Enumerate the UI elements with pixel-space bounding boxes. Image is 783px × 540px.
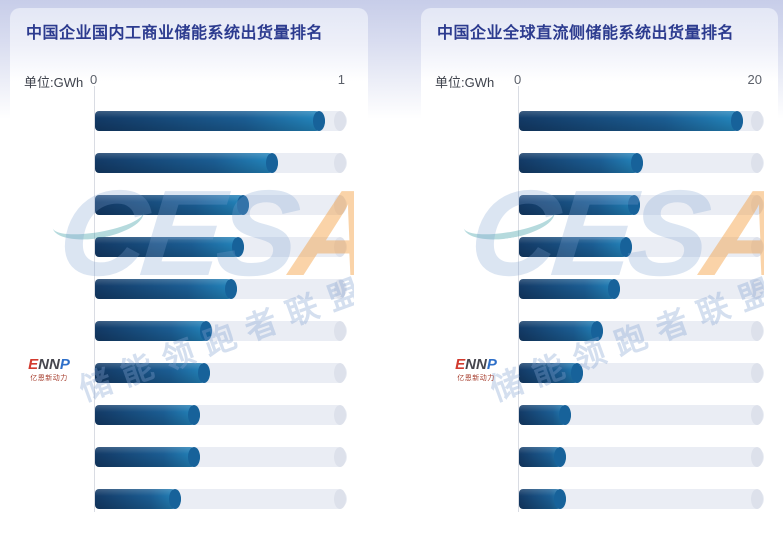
axis-tick-max: 20	[747, 72, 762, 87]
bar-track	[95, 489, 347, 509]
bar-fill	[95, 279, 237, 299]
bar-row	[435, 268, 764, 310]
bar-track	[519, 489, 764, 509]
bar-row	[435, 436, 764, 478]
bar-row	[435, 310, 764, 352]
ennp-logo-subtext: 亿恩新动力	[457, 375, 495, 382]
bar-fill	[95, 237, 245, 257]
bar-track	[519, 321, 764, 341]
bar-row	[24, 436, 354, 478]
bar-track	[519, 195, 764, 215]
bar-track	[95, 111, 347, 131]
bar-row	[435, 184, 764, 226]
ennp-letter-blue: P	[486, 356, 497, 373]
ennp-letter-red: E	[28, 356, 39, 373]
bar-fill	[95, 195, 250, 215]
bar-fill	[95, 363, 210, 383]
axis-tick-min: 0	[90, 72, 98, 87]
bar-fill	[519, 363, 583, 383]
chart-card-global-dc: 中国企业全球直流侧储能系统出货量排名 单位:GWh 0 20 CESA 储能领跑…	[421, 8, 778, 534]
ennp-logo: ENNP 亿恩新动力	[445, 357, 507, 383]
bar-track	[519, 447, 764, 467]
bar-row	[435, 352, 764, 394]
bar-fill	[519, 153, 643, 173]
unit-label: 单位:GWh	[435, 75, 495, 90]
bar-track	[519, 153, 764, 173]
bar-track	[519, 363, 764, 383]
bar-fill	[519, 489, 567, 509]
bar-track	[95, 279, 347, 299]
ennp-logo-text: ENNP	[445, 357, 507, 372]
bar-fill	[519, 195, 641, 215]
bar-plot: CESA 储能领跑者联盟 ENNP 亿恩新动力	[24, 86, 354, 520]
bar-row	[24, 142, 354, 184]
bar-row	[24, 100, 354, 142]
bar-fill	[519, 279, 621, 299]
bar-track	[519, 279, 764, 299]
bar-track	[95, 405, 347, 425]
ennp-letter-blue: P	[59, 356, 70, 373]
bar-row	[435, 478, 764, 520]
ennp-letters-dark: NN	[465, 356, 487, 373]
bar-fill	[95, 489, 181, 509]
bar-row	[24, 226, 354, 268]
bar-fill	[95, 321, 213, 341]
bar-track	[519, 237, 764, 257]
bar-track	[95, 321, 347, 341]
bar-track	[95, 195, 347, 215]
bar-track	[95, 447, 347, 467]
bar-row	[435, 142, 764, 184]
bar-fill	[95, 405, 201, 425]
chart-title: 中国企业全球直流侧储能系统出货量排名	[437, 25, 735, 42]
bar-track	[95, 237, 347, 257]
bar-row	[24, 268, 354, 310]
bar-fill	[519, 447, 567, 467]
bar-row	[24, 352, 354, 394]
bar-fill	[519, 237, 633, 257]
ennp-letter-red: E	[455, 356, 466, 373]
bars-container	[24, 94, 354, 520]
bar-row	[24, 184, 354, 226]
chart-card-domestic-ci: 中国企业国内工商业储能系统出货量排名 单位:GWh 0 1 CESA 储能领跑者…	[10, 8, 368, 534]
bar-row	[24, 394, 354, 436]
bar-row	[24, 310, 354, 352]
bar-track	[95, 153, 347, 173]
ennp-logo-subtext: 亿恩新动力	[30, 375, 68, 382]
ennp-logo-text: ENNP	[18, 357, 80, 372]
bar-row	[435, 100, 764, 142]
unit-label: 单位:GWh	[24, 75, 84, 90]
axis-tick-min: 0	[514, 72, 522, 87]
bar-row	[435, 394, 764, 436]
bars-container	[435, 94, 764, 520]
ennp-logo: ENNP 亿恩新动力	[18, 357, 80, 383]
axis-tick-max: 1	[337, 72, 345, 87]
axis-labels-row: 单位:GWh 0 1	[24, 72, 354, 90]
bar-track	[519, 111, 764, 131]
bar-plot: CESA 储能领跑者联盟 ENNP 亿恩新动力	[435, 86, 764, 520]
chart-title: 中国企业国内工商业储能系统出货量排名	[26, 25, 324, 42]
bar-fill	[95, 447, 201, 467]
bar-track	[95, 363, 347, 383]
bar-track	[519, 405, 764, 425]
bar-fill	[519, 321, 603, 341]
bar-row	[24, 478, 354, 520]
bar-fill	[519, 405, 571, 425]
axis-labels-row: 单位:GWh 0 20	[435, 72, 764, 90]
bar-row	[435, 226, 764, 268]
bar-fill	[95, 111, 326, 131]
bar-fill	[519, 111, 743, 131]
bar-fill	[95, 153, 279, 173]
ennp-letters-dark: NN	[38, 356, 60, 373]
